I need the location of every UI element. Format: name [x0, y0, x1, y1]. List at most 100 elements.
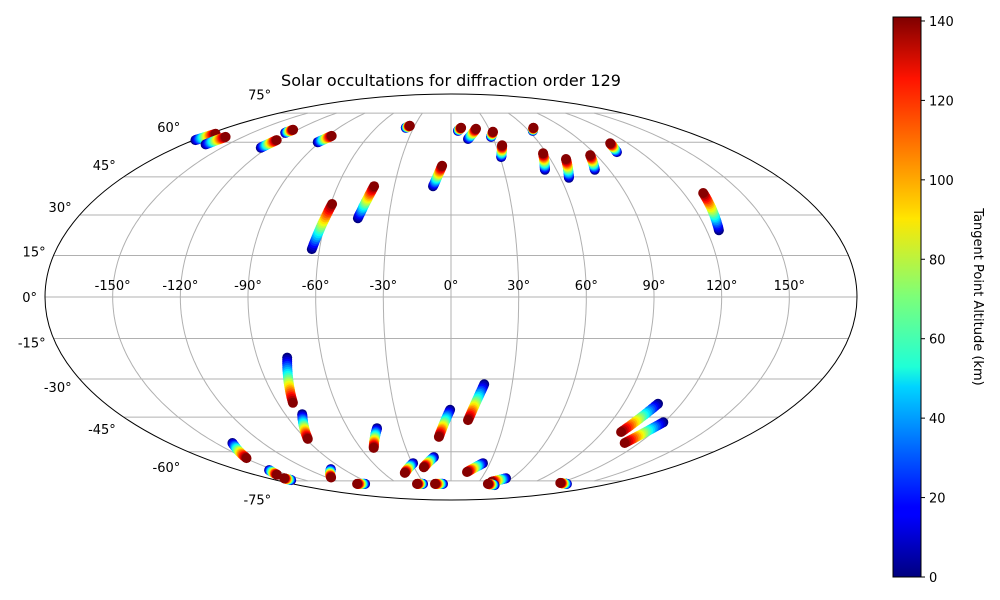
- occultation-track: [279, 473, 297, 486]
- colorbar-gradient: [892, 16, 922, 578]
- data-point: [326, 472, 337, 483]
- data-point: [369, 181, 380, 192]
- map-boundary: [44, 93, 858, 501]
- graticule: [45, 112, 857, 482]
- latitude-tick-label: -75°: [243, 493, 271, 508]
- latitude-tick-label: 75°: [248, 89, 271, 104]
- occultation-track: [352, 478, 371, 489]
- latitude-tick-label: 0°: [22, 291, 37, 306]
- longitude-tick-label: -150°: [95, 279, 131, 294]
- occultation-track: [555, 477, 572, 489]
- data-point: [412, 478, 422, 489]
- data-point: [433, 431, 444, 442]
- occultation-track: [428, 160, 448, 192]
- occultation-track: [527, 122, 539, 136]
- occultation-track: [486, 126, 498, 142]
- occultation-track: [412, 478, 428, 489]
- data-point: [404, 120, 415, 131]
- occultation-track: [496, 140, 508, 163]
- longitude-gridline: [315, 112, 394, 482]
- occultation-track: [433, 404, 456, 442]
- colorbar-tick-label: 0: [929, 571, 937, 586]
- data-points: [190, 120, 724, 491]
- data-point: [487, 126, 498, 137]
- latitude-tick-label: 30°: [49, 201, 72, 216]
- data-point: [437, 160, 448, 171]
- occultation-track: [538, 148, 550, 175]
- occultation-track: [585, 150, 600, 175]
- colorbar-tick-label: 80: [929, 253, 946, 268]
- occultation-track: [399, 458, 419, 478]
- latitude-tick-label: -15°: [18, 337, 46, 352]
- data-point: [418, 462, 429, 473]
- occultation-track: [616, 398, 663, 437]
- longitude-gridline: [479, 112, 520, 482]
- occultation-track: [200, 131, 231, 150]
- longitude-gridline: [382, 112, 423, 482]
- chart-title: Solar occultations for diffraction order…: [281, 71, 621, 90]
- longitude-gridline: [508, 112, 587, 482]
- longitude-gridline: [536, 112, 655, 482]
- colorbar-tick-label: 20: [929, 492, 946, 507]
- latitude-tick-label: 15°: [23, 245, 46, 260]
- colorbar-tick-label: 40: [929, 412, 946, 427]
- data-point: [352, 478, 363, 489]
- occultation-track: [463, 379, 490, 426]
- colorbar-tick-label: 140: [929, 15, 954, 30]
- occultation-track: [619, 417, 669, 448]
- occultation-track: [282, 352, 298, 408]
- latitude-tick-label: -60°: [153, 461, 181, 476]
- occultation-track: [255, 135, 282, 153]
- data-point: [220, 131, 231, 142]
- occultation-track: [453, 122, 467, 136]
- latitude-tick-label: -30°: [44, 381, 72, 396]
- colorbar-label: Tangent Point Altitude (km): [970, 207, 985, 385]
- occultation-track: [297, 409, 313, 444]
- longitude-tick-label: -60°: [302, 279, 330, 294]
- data-point: [399, 467, 410, 478]
- occultation-track: [352, 181, 380, 224]
- occultation-track: [463, 123, 481, 144]
- colorbar: 0 20 40 60 80 100 120 140 Tangent Point Altitud…: [892, 15, 985, 586]
- longitude-tick-label: 90°: [642, 279, 665, 294]
- data-point: [698, 188, 709, 198]
- longitude-tick-label: 150°: [774, 279, 805, 294]
- longitude-gridline: [179, 112, 337, 482]
- data-point: [456, 122, 467, 133]
- longitude-gridline: [594, 112, 790, 482]
- data-point: [288, 124, 299, 135]
- occultation-track: [368, 423, 382, 453]
- data-point: [462, 467, 472, 477]
- data-point: [271, 135, 282, 146]
- occultation-track: [605, 138, 622, 158]
- data-point: [327, 199, 338, 209]
- occultation-track: [561, 154, 574, 183]
- colorbar-tick-label: 100: [929, 174, 954, 189]
- data-point: [561, 154, 571, 164]
- data-point: [497, 140, 508, 151]
- colorbar-tick-label: 120: [929, 94, 954, 109]
- data-point: [463, 415, 473, 426]
- occultation-track: [698, 188, 724, 236]
- data-point: [528, 122, 539, 133]
- occultation-track: [462, 458, 488, 477]
- occultation-track: [312, 130, 337, 148]
- data-point: [585, 150, 596, 161]
- latitude-tick-labels: 75° 60° 45° 30° 15° 0° -15° -30° -45° -60° -75°: [18, 89, 271, 509]
- occultation-track: [325, 464, 337, 483]
- data-point: [555, 477, 566, 488]
- occultation-track: [264, 465, 282, 480]
- data-point: [241, 453, 252, 464]
- latitude-tick-label: 60°: [157, 121, 180, 136]
- data-point: [368, 442, 379, 453]
- data-point: [287, 397, 298, 408]
- occultation-track: [227, 438, 252, 464]
- data-point: [538, 148, 549, 159]
- longitude-tick-label: 120°: [706, 279, 737, 294]
- latitude-tick-label: -45°: [88, 423, 116, 438]
- longitude-tick-label: -30°: [369, 279, 397, 294]
- data-point: [616, 427, 627, 437]
- occultation-track: [430, 478, 448, 489]
- occultation-track: [482, 478, 500, 491]
